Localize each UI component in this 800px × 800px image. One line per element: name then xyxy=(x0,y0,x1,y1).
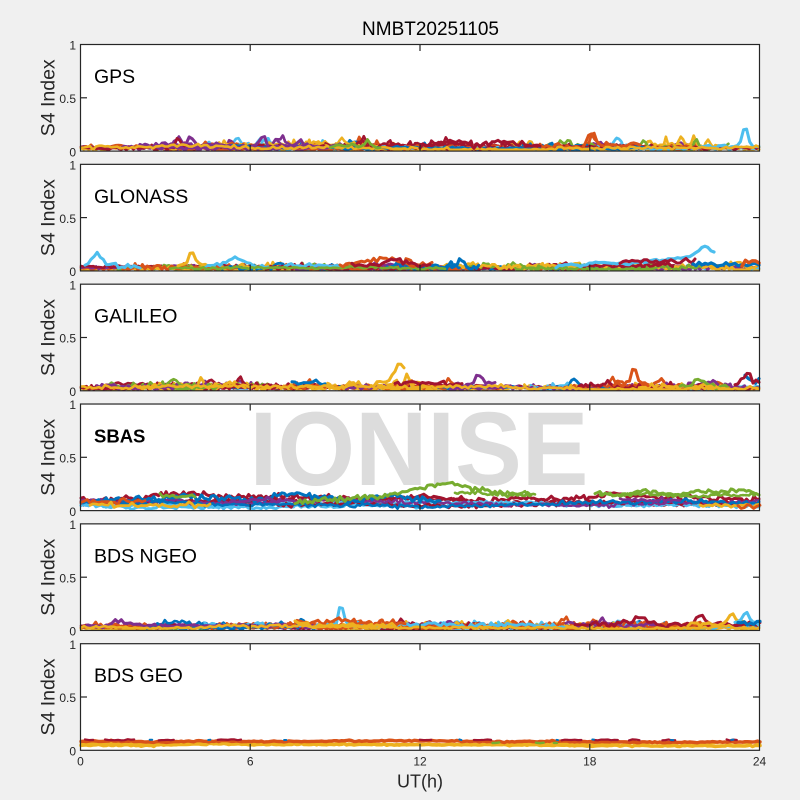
svg-text:12: 12 xyxy=(413,755,427,769)
svg-text:1: 1 xyxy=(69,398,76,412)
svg-text:0: 0 xyxy=(69,625,76,639)
svg-text:1: 1 xyxy=(69,159,76,173)
svg-text:0: 0 xyxy=(69,745,76,759)
svg-text:0: 0 xyxy=(69,505,76,519)
svg-text:BDS GEO: BDS GEO xyxy=(94,665,183,687)
svg-text:S4 Index: S4 Index xyxy=(38,59,60,136)
svg-text:S4 Index: S4 Index xyxy=(38,658,60,735)
svg-text:1: 1 xyxy=(69,518,76,532)
svg-text:S4 Index: S4 Index xyxy=(38,179,60,256)
svg-text:24: 24 xyxy=(753,755,767,769)
svg-text:0.5: 0.5 xyxy=(59,332,76,346)
svg-text:0: 0 xyxy=(69,265,76,279)
svg-text:GPS: GPS xyxy=(94,66,135,88)
svg-text:1: 1 xyxy=(69,39,76,53)
svg-text:0.5: 0.5 xyxy=(59,452,76,466)
svg-text:6: 6 xyxy=(247,755,254,769)
svg-text:1: 1 xyxy=(69,638,76,652)
svg-text:0.5: 0.5 xyxy=(59,92,76,106)
svg-text:0: 0 xyxy=(69,385,76,399)
svg-text:SBAS: SBAS xyxy=(94,426,145,447)
svg-text:NMBT20251105: NMBT20251105 xyxy=(362,19,499,40)
svg-text:UT(h): UT(h) xyxy=(397,772,443,792)
svg-text:1: 1 xyxy=(69,278,76,292)
svg-text:0.5: 0.5 xyxy=(59,571,76,585)
svg-text:IONISE: IONISE xyxy=(250,391,589,508)
svg-text:S4 Index: S4 Index xyxy=(38,299,60,376)
svg-text:S4 Index: S4 Index xyxy=(38,538,60,615)
svg-text:0: 0 xyxy=(77,755,84,769)
svg-text:BDS NGEO: BDS NGEO xyxy=(94,545,197,567)
svg-text:GLONASS: GLONASS xyxy=(94,186,188,208)
svg-text:0.5: 0.5 xyxy=(59,691,76,705)
svg-text:18: 18 xyxy=(583,755,597,769)
svg-text:0.5: 0.5 xyxy=(59,212,76,226)
svg-text:S4 Index: S4 Index xyxy=(38,419,60,496)
svg-text:0: 0 xyxy=(69,145,76,159)
svg-text:GALILEO: GALILEO xyxy=(94,306,177,328)
